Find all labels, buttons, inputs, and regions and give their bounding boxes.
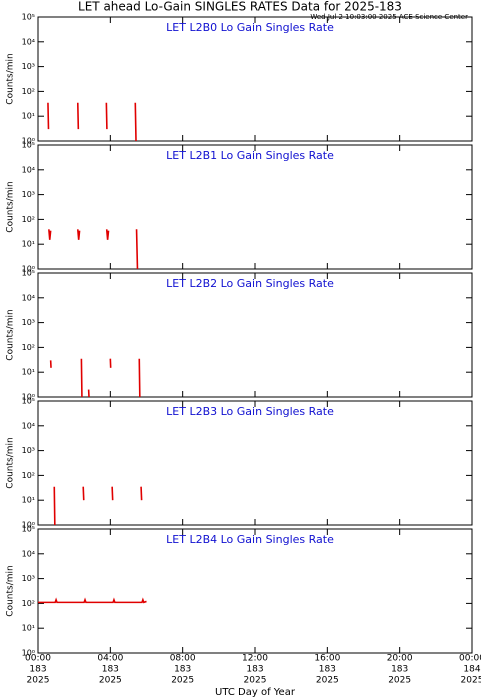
- y-tick-label: 10¹: [22, 624, 35, 633]
- y-tick-label: 10³: [22, 318, 35, 327]
- data-line: [49, 358, 141, 398]
- x-tick-year: 2025: [171, 676, 194, 686]
- x-tick-day: 183: [29, 665, 46, 675]
- y-axis-label: Counts/min: [6, 565, 16, 616]
- panel-frame: [37, 528, 473, 654]
- x-tick-year: 2025: [99, 676, 122, 686]
- y-tick-label: 10⁴: [22, 165, 35, 174]
- panel-frame: [37, 16, 473, 142]
- y-axis-label: Counts/min: [6, 437, 16, 488]
- panel-title: LET L2B3 Lo Gain Singles Rate: [166, 405, 334, 418]
- y-tick-label: 10²: [22, 471, 35, 480]
- y-tick-label: 10⁴: [22, 293, 35, 302]
- x-tick-label: 00:00: [459, 654, 481, 664]
- data-line: [48, 229, 139, 270]
- data-line: [53, 486, 143, 526]
- y-tick-label: 10²: [22, 599, 35, 608]
- y-tick-label: 10⁰: [22, 265, 35, 274]
- data-line: [38, 597, 147, 604]
- y-tick-label: 10¹: [22, 368, 35, 377]
- y-tick-label: 10²: [22, 87, 35, 96]
- y-tick-label: 10⁰: [22, 393, 35, 402]
- panel-frame: [37, 272, 473, 398]
- x-tick-year: 2025: [388, 676, 411, 686]
- y-tick-label: 10⁰: [22, 521, 35, 530]
- x-tick-day: 183: [319, 665, 336, 675]
- y-tick-label: 10⁴: [22, 549, 35, 558]
- y-tick-label: 10²: [22, 343, 35, 352]
- y-tick-label: 10¹: [22, 240, 35, 249]
- y-tick-label: 10⁵: [22, 141, 35, 150]
- x-tick-year: 2025: [27, 676, 50, 686]
- x-tick-year: 2025: [316, 676, 339, 686]
- x-tick-label: 08:00: [170, 654, 196, 664]
- x-tick-label: 16:00: [314, 654, 340, 664]
- x-tick-label: 20:00: [387, 654, 413, 664]
- panel-title: LET L2B1 Lo Gain Singles Rate: [166, 149, 334, 162]
- y-tick-label: 10⁵: [22, 525, 35, 534]
- y-tick-label: 10¹: [22, 496, 35, 505]
- y-tick-label: 10⁵: [22, 13, 35, 22]
- y-tick-label: 10³: [22, 574, 35, 583]
- y-tick-label: 10⁰: [22, 137, 35, 146]
- panel-frame: [37, 144, 473, 270]
- y-tick-label: 10³: [22, 446, 35, 455]
- y-tick-label: 10¹: [22, 112, 35, 121]
- x-tick-year: 2025: [244, 676, 267, 686]
- y-tick-label: 10³: [22, 62, 35, 71]
- panel-title: LET L2B4 Lo Gain Singles Rate: [166, 533, 334, 546]
- y-tick-label: 10⁴: [22, 421, 35, 430]
- x-tick-label: 12:00: [242, 654, 268, 664]
- panel-title: LET L2B0 Lo Gain Singles Rate: [166, 21, 334, 34]
- y-tick-label: 10²: [22, 215, 35, 224]
- x-tick-day: 183: [391, 665, 408, 675]
- y-tick-label: 10³: [22, 190, 35, 199]
- y-tick-label: 10⁵: [22, 397, 35, 406]
- x-tick-day: 183: [174, 665, 191, 675]
- x-tick-label: 00:00: [25, 654, 51, 664]
- chart-title: LET ahead Lo-Gain SINGLES RATES Data for…: [78, 0, 402, 14]
- x-tick-day: 183: [246, 665, 263, 675]
- y-axis-label: Counts/min: [6, 53, 16, 104]
- y-tick-label: 10⁰: [22, 649, 35, 658]
- y-tick-label: 10⁵: [22, 269, 35, 278]
- x-tick-day: 183: [102, 665, 119, 675]
- data-line: [47, 102, 137, 142]
- y-axis-label: Counts/min: [6, 309, 16, 360]
- y-axis-label: Counts/min: [6, 181, 16, 232]
- x-tick-year: 2025: [461, 676, 481, 686]
- x-tick-label: 04:00: [97, 654, 123, 664]
- x-axis-label: UTC Day of Year: [215, 687, 296, 698]
- panel-frame: [37, 400, 473, 526]
- panel-title: LET L2B2 Lo Gain Singles Rate: [166, 277, 334, 290]
- x-tick-day: 184: [463, 665, 480, 675]
- y-tick-label: 10⁴: [22, 37, 35, 46]
